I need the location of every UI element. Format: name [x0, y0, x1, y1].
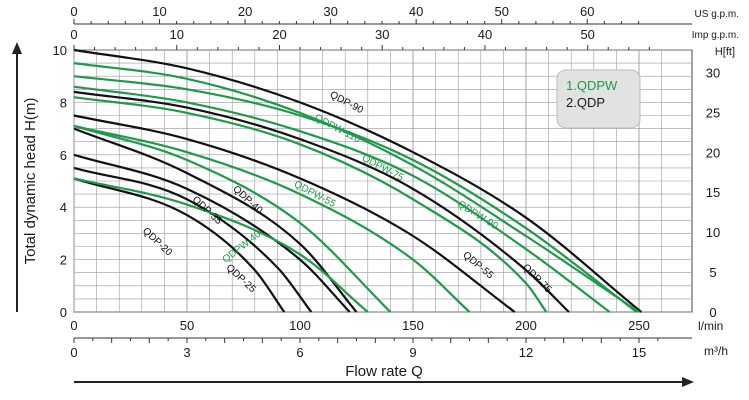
- x-tick-label-m3h: 12: [519, 345, 533, 360]
- curve-qdp-90: [73, 48, 642, 313]
- y-tick-label: 4: [60, 200, 67, 215]
- top-tick-label-impgpm: 10: [170, 27, 184, 42]
- top-tick-label-impgpm: 30: [375, 27, 389, 42]
- top-tick-label-usgpm: 30: [323, 4, 337, 19]
- legend-box: [556, 69, 641, 129]
- curve-qdpw-40: [73, 124, 471, 313]
- y2-tick-label: 5: [709, 265, 716, 280]
- y2-tick-label: 10: [706, 225, 720, 240]
- y-tick-label: 2: [60, 253, 67, 268]
- right-axis-unit: H[ft]: [715, 46, 735, 58]
- curve-unlabeled-13: [73, 177, 369, 313]
- top-tick-label-impgpm: 50: [580, 27, 594, 42]
- y2-tick-label: 0: [709, 305, 716, 320]
- legend-item-qdpw: 1.QDPW: [566, 78, 618, 93]
- top-tick-label-usgpm: 20: [238, 4, 252, 19]
- x-tick-label-m3h: 3: [183, 345, 190, 360]
- curve-qdp-55: [73, 114, 516, 313]
- y2-tick-label: 20: [706, 145, 720, 160]
- top-tick-label-usgpm: 60: [580, 4, 594, 19]
- curve-qdpw-110: [73, 75, 638, 313]
- top-tick-label-impgpm: 0: [70, 27, 77, 42]
- top-tick-label-usgpm: 0: [70, 4, 77, 19]
- y2-tick-label: 25: [706, 105, 720, 120]
- curve-qdp-20: [73, 177, 286, 313]
- curve-unlabeled-12: [73, 124, 392, 313]
- legend-item-qdp: 2.QDP: [566, 95, 605, 110]
- x-axis-title: Flow rate Q: [345, 363, 423, 380]
- legend: 1.QDPW 2.QDP: [556, 69, 641, 129]
- x-tick-label-m3h: 15: [632, 345, 646, 360]
- x-tick-label-lpm: 100: [289, 318, 311, 333]
- y-axis-arrowhead: [12, 42, 22, 54]
- grid: [73, 49, 692, 313]
- x-axis-arrowhead: [682, 377, 694, 387]
- y-tick-label: 0: [60, 305, 67, 320]
- top-secondary-unit: Imp g.p.m.: [692, 30, 739, 41]
- x-tick-label-m3h: 0: [70, 345, 77, 360]
- y2-tick-label: 15: [706, 185, 720, 200]
- bottom-secondary-unit: m³/h: [704, 344, 728, 358]
- top-main-unit: US g.p.m.: [695, 9, 739, 20]
- x-tick-label-m3h: 9: [409, 345, 416, 360]
- y-tick-label: 8: [60, 95, 67, 110]
- top-tick-label-usgpm: 40: [409, 4, 423, 19]
- bottom-main-unit: l/min: [698, 319, 723, 333]
- curve-qdpw-75: [73, 85, 611, 313]
- curve-qdp-40: [73, 127, 358, 313]
- y-axis-title: Total dynamic head H(m): [22, 98, 39, 265]
- y2-tick-label: 30: [706, 65, 720, 80]
- top-tick-label-impgpm: 20: [272, 27, 286, 42]
- x-tick-label-lpm: 250: [628, 318, 650, 333]
- curve-qdp-35: [73, 153, 351, 313]
- x-tick-label-lpm: 150: [402, 318, 424, 333]
- top-tick-label-impgpm: 40: [478, 27, 492, 42]
- curve-qdp-75: [73, 90, 570, 313]
- y-tick-label: 10: [53, 43, 67, 58]
- x-tick-label-lpm: 50: [180, 318, 194, 333]
- x-tick-label-m3h: 6: [296, 345, 303, 360]
- curve-qdpw-90: [73, 62, 640, 313]
- top-tick-label-usgpm: 50: [494, 4, 508, 19]
- x-tick-label-lpm: 200: [515, 318, 537, 333]
- curve-qdpw-55: [73, 96, 548, 313]
- top-tick-label-usgpm: 10: [152, 4, 166, 19]
- y-tick-label: 6: [60, 148, 67, 163]
- curve-qdp-25: [73, 166, 313, 313]
- x-tick-label-lpm: 0: [70, 318, 77, 333]
